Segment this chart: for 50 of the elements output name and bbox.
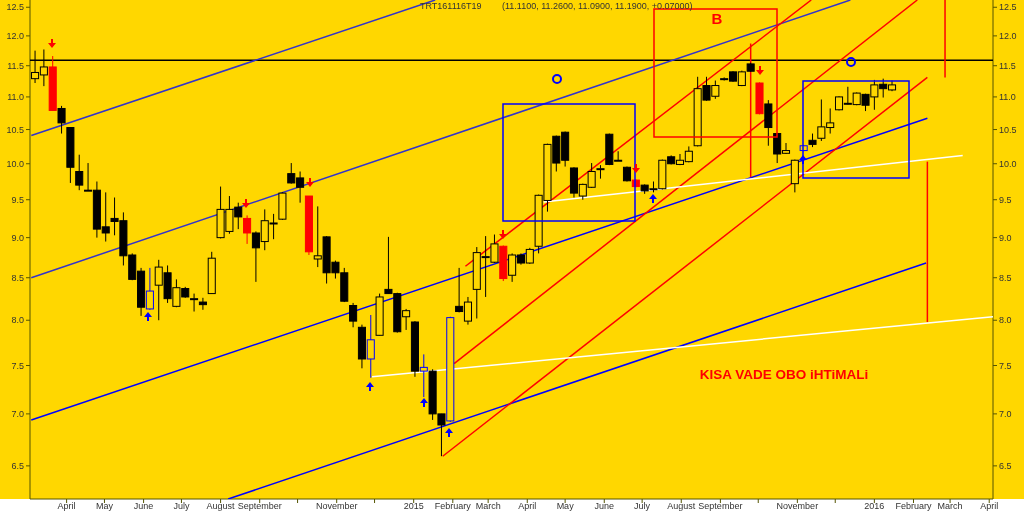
y-tick-label: 10.5 — [999, 124, 1017, 135]
x-tick-label: September — [698, 501, 743, 511]
x-tick-label: May — [95, 501, 114, 511]
y-tick-label: 10.0 — [999, 158, 1017, 169]
x-tick-label: 2016 — [864, 501, 885, 511]
y-tick-label: 12.5 — [999, 2, 1017, 13]
text: 12.0 — [6, 30, 24, 41]
y-tick-label: 9.5 — [999, 194, 1012, 205]
y-tick-label: 8.5 — [999, 272, 1012, 283]
y-tick-label: 7.0 — [999, 408, 1012, 419]
y-tick-label: 11.0 — [999, 91, 1016, 102]
text: 12.5 — [6, 2, 24, 13]
x-tick-label: November — [776, 501, 819, 511]
annotation: B — [711, 10, 723, 27]
x-tick-label: June — [594, 501, 615, 511]
x-tick-label: August — [206, 501, 236, 511]
y-tick-label: 9.0 — [999, 232, 1012, 243]
x-tick-label: April — [518, 501, 537, 511]
x-tick-label: July — [634, 501, 651, 511]
x-tick-label: 2015 — [403, 501, 424, 511]
text: 7.0 — [11, 408, 24, 419]
text: 10.5 — [6, 124, 24, 135]
text: 9.0 — [11, 232, 24, 243]
x-tick-label: July — [173, 501, 190, 511]
y-tick-label: 11.5 — [999, 60, 1016, 71]
text: 7.5 — [11, 360, 24, 371]
text: 11.0 — [7, 91, 24, 102]
x-tick-label: August — [667, 501, 696, 511]
y-tick-label: 7.5 — [999, 360, 1012, 371]
text: 6.5 — [11, 460, 24, 471]
x-tick-label: February — [895, 501, 932, 511]
text: 8.5 — [11, 272, 24, 283]
annotation: KISA VADE OBO iHTiMALi — [699, 367, 869, 382]
chart-title: TRT161116T19 — [420, 1, 482, 11]
x-tick-label: April — [57, 501, 76, 511]
x-tick-label: November — [315, 501, 358, 511]
x-tick-label: September — [237, 501, 282, 511]
text: 11.5 — [7, 60, 24, 71]
text: 8.0 — [11, 315, 24, 326]
y-tick-label: 12.0 — [999, 30, 1017, 41]
x-tick-label: May — [556, 501, 575, 511]
text: 9.5 — [11, 194, 24, 205]
y-tick-label: 8.0 — [999, 315, 1012, 326]
x-tick-label: March — [937, 501, 963, 511]
x-tick-label: February — [434, 501, 472, 511]
x-tick-label: April — [980, 501, 999, 511]
text: 10.0 — [6, 158, 24, 169]
x-tick-label: March — [475, 501, 501, 511]
y-tick-label: 6.5 — [999, 460, 1012, 471]
x-tick-label: June — [133, 501, 154, 511]
